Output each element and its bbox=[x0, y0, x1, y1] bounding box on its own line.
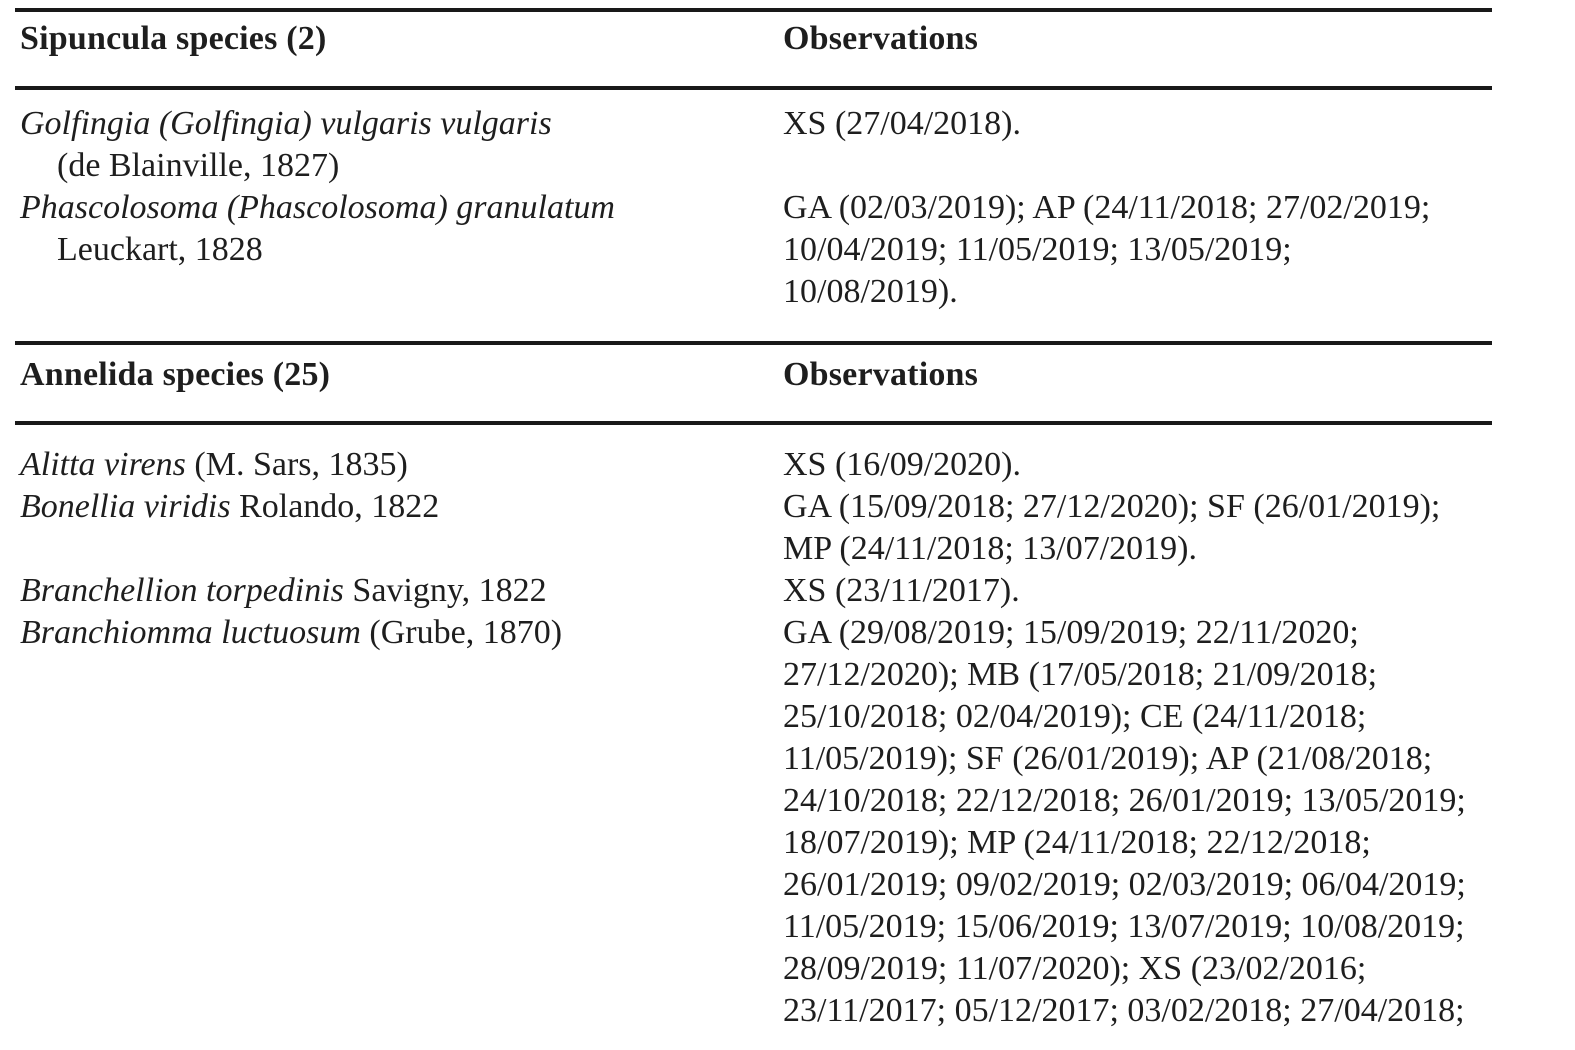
table-row: Phascolosoma (Phascolosoma) granulatum L… bbox=[15, 187, 1492, 313]
observations-header: Observations bbox=[783, 356, 979, 393]
species-authority: Rolando, 1822 bbox=[230, 488, 440, 525]
section-sipuncula-header-row: Sipuncula species (2) Observations bbox=[15, 12, 1492, 86]
species-cell: Branchellion torpedinis Savigny, 1822 bbox=[15, 570, 783, 612]
observations-cell: GA (02/03/2019); AP (24/11/2018; 27/02/2… bbox=[783, 189, 1431, 310]
species-name: Alitta virens bbox=[20, 446, 186, 483]
observations-header: Observations bbox=[783, 20, 979, 57]
species-authority: (de Blainville, 1827) bbox=[57, 147, 340, 184]
species-name: Phascolosoma (Phascolosoma) granulatum bbox=[20, 189, 615, 226]
species-cell: Golfingia (Golfingia) vulgaris vulgaris … bbox=[15, 103, 783, 187]
observations-cell: XS (27/04/2018). bbox=[783, 105, 1021, 142]
horizontal-rule-under-header-1 bbox=[15, 86, 1492, 90]
observations-cell: XS (16/09/2020). bbox=[783, 446, 1021, 483]
table-row: Branchiomma luctuosum (Grube, 1870) GA (… bbox=[15, 612, 1492, 1032]
table-row: Golfingia (Golfingia) vulgaris vulgaris … bbox=[15, 103, 1492, 187]
species-observations-table: Sipuncula species (2) Observations Golfi… bbox=[15, 8, 1492, 1032]
species-name: Golfingia (Golfingia) vulgaris vulgaris bbox=[20, 105, 552, 142]
observations-cell: XS (23/11/2017). bbox=[783, 572, 1020, 609]
species-name: Bonellia viridis bbox=[20, 488, 231, 525]
horizontal-rule-under-header-2 bbox=[15, 421, 1492, 425]
section-sipuncula-body: Golfingia (Golfingia) vulgaris vulgaris … bbox=[15, 90, 1492, 341]
species-count-header: Sipuncula species (2) bbox=[20, 20, 327, 57]
section-annelida-body: Alitta virens (M. Sars, 1835) XS (16/09/… bbox=[15, 425, 1492, 1032]
horizontal-rule-section-divider bbox=[15, 341, 1492, 345]
section-annelida-header-row: Annelida species (25) Observations bbox=[15, 345, 1492, 421]
species-authority: Leuckart, 1828 bbox=[57, 231, 263, 268]
species-authority: (Grube, 1870) bbox=[360, 614, 563, 651]
observations-cell: GA (15/09/2018; 27/12/2020); SF (26/01/2… bbox=[783, 488, 1441, 567]
species-cell: Bonellia viridis Rolando, 1822 bbox=[15, 486, 783, 570]
species-name: Branchellion torpedinis bbox=[20, 572, 344, 609]
table-row: Alitta virens (M. Sars, 1835) XS (16/09/… bbox=[15, 444, 1492, 486]
horizontal-rule-top bbox=[15, 8, 1492, 12]
species-authority: (M. Sars, 1835) bbox=[185, 446, 408, 483]
species-cell: Alitta virens (M. Sars, 1835) bbox=[15, 444, 783, 486]
species-name: Branchiomma luctuosum bbox=[20, 614, 361, 651]
table-row: Bonellia viridis Rolando, 1822 GA (15/09… bbox=[15, 486, 1492, 570]
species-cell: Branchiomma luctuosum (Grube, 1870) bbox=[15, 612, 783, 1032]
species-count-header: Annelida species (25) bbox=[20, 356, 331, 393]
species-authority: Savigny, 1822 bbox=[343, 572, 547, 609]
observations-cell: GA (29/08/2019; 15/09/2019; 22/11/2020; … bbox=[783, 614, 1466, 1029]
table-row: Branchellion torpedinis Savigny, 1822 XS… bbox=[15, 570, 1492, 612]
species-cell: Phascolosoma (Phascolosoma) granulatum L… bbox=[15, 187, 783, 313]
